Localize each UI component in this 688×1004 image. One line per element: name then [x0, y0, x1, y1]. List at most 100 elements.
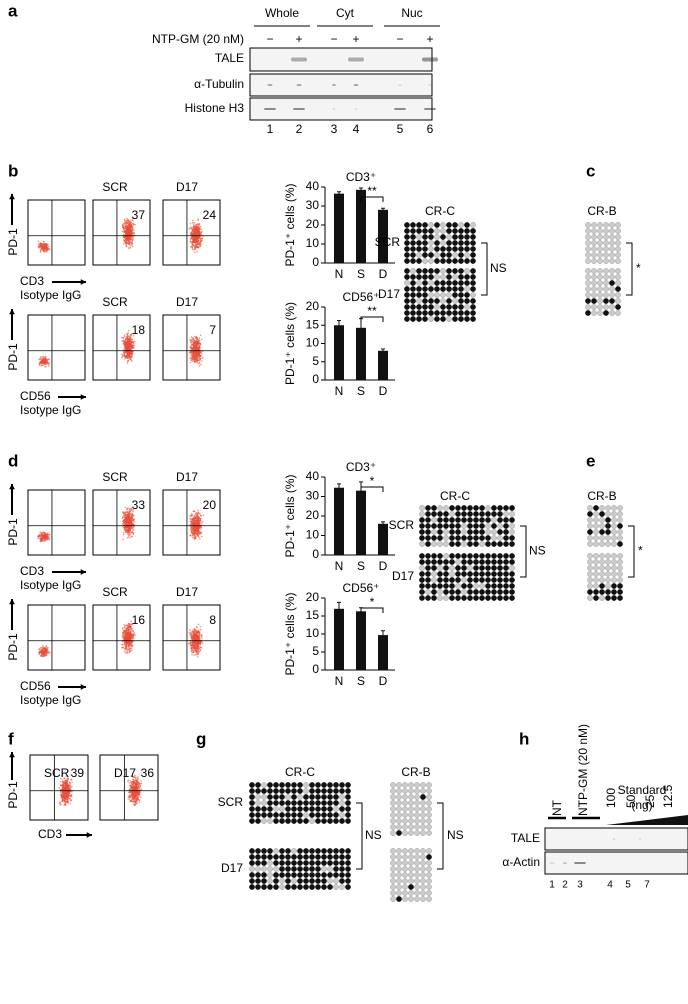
cpg [455, 541, 460, 546]
cpg [455, 517, 460, 522]
flow-dot [192, 230, 194, 232]
cpg [461, 589, 466, 594]
cpg [449, 577, 454, 582]
control-label: Isotype IgG [20, 288, 81, 302]
flow-dot [195, 531, 197, 533]
cpg [503, 565, 508, 570]
cpg [479, 553, 484, 558]
flow-dot [195, 538, 197, 540]
cpg [449, 505, 454, 510]
cpg [470, 298, 475, 303]
cpg [509, 517, 514, 522]
flow-dot [198, 624, 200, 626]
cpg [443, 577, 448, 582]
cpg [473, 517, 478, 522]
cpg [428, 268, 433, 273]
cpg [458, 274, 463, 279]
cpg [422, 298, 427, 303]
cpg [428, 310, 433, 315]
flow-dot [197, 510, 199, 512]
cpg [591, 252, 596, 257]
cpg [467, 517, 472, 522]
cpg [440, 310, 445, 315]
cpg [479, 583, 484, 588]
cpg [422, 234, 427, 239]
flow-dot [39, 244, 41, 246]
flow-dot [46, 533, 48, 535]
cpg [428, 298, 433, 303]
cpg [491, 577, 496, 582]
flow-dot [46, 359, 48, 361]
flow-dot [194, 647, 196, 649]
flow-dot [121, 354, 123, 356]
treatment-label: NTP-GM (20 nM) [152, 32, 244, 46]
cpg [461, 565, 466, 570]
flow-dot [45, 363, 47, 365]
cpg [437, 577, 442, 582]
band [293, 109, 305, 110]
flow-dot [197, 636, 199, 638]
cpg [455, 535, 460, 540]
flow-dot [44, 251, 46, 253]
cpg [485, 505, 490, 510]
cpg [452, 286, 457, 291]
cpg [452, 274, 457, 279]
flow-dot [43, 652, 45, 654]
cpg [458, 286, 463, 291]
flow-dot [199, 231, 201, 233]
cpg [615, 292, 620, 297]
cpg [497, 523, 502, 528]
cpg [485, 595, 490, 600]
cpg [603, 268, 608, 273]
cpg [446, 222, 451, 227]
flow-dot [196, 244, 198, 246]
cpg [467, 523, 472, 528]
cpg [416, 274, 421, 279]
lane-number: 1 [267, 122, 274, 136]
flow-dot [200, 246, 202, 248]
panel-letter: d [8, 451, 18, 470]
cpg [464, 316, 469, 321]
cpg [497, 535, 502, 540]
cpg [428, 246, 433, 251]
cpg [503, 595, 508, 600]
cpg [455, 589, 460, 594]
flow-dot [123, 228, 125, 230]
cpg [419, 529, 424, 534]
cpg [458, 292, 463, 297]
flow-dot [131, 536, 133, 538]
flow-dot [122, 524, 124, 526]
flow-dot [191, 344, 193, 346]
flow-dot [200, 531, 202, 533]
cpg [446, 286, 451, 291]
flow-dot [122, 516, 124, 518]
cpg [593, 523, 598, 528]
cpg [461, 541, 466, 546]
cpg [473, 553, 478, 558]
cpg [452, 298, 457, 303]
flow-dot [123, 353, 125, 355]
y-tick-label: 30 [306, 198, 320, 212]
cpg [422, 292, 427, 297]
flow-dot [127, 237, 129, 239]
y-axis-label: PD-1⁺ cells (%) [283, 302, 297, 385]
flow-dot [41, 248, 43, 250]
flow-dot [129, 233, 131, 235]
cpg [443, 529, 448, 534]
cpg [419, 511, 424, 516]
cpg [509, 589, 514, 594]
cpg [591, 298, 596, 303]
flow-dot [193, 654, 195, 656]
flow-dot [198, 651, 200, 653]
cpg [609, 280, 614, 285]
cpg [491, 517, 496, 522]
flow-dot [129, 638, 131, 640]
flow-dot [132, 515, 134, 517]
cpg [473, 529, 478, 534]
category-label: N [335, 559, 344, 573]
sign: − [266, 32, 273, 46]
cpg [503, 553, 508, 558]
cpg [497, 517, 502, 522]
cpg [617, 529, 622, 534]
flow-dot [124, 240, 126, 242]
